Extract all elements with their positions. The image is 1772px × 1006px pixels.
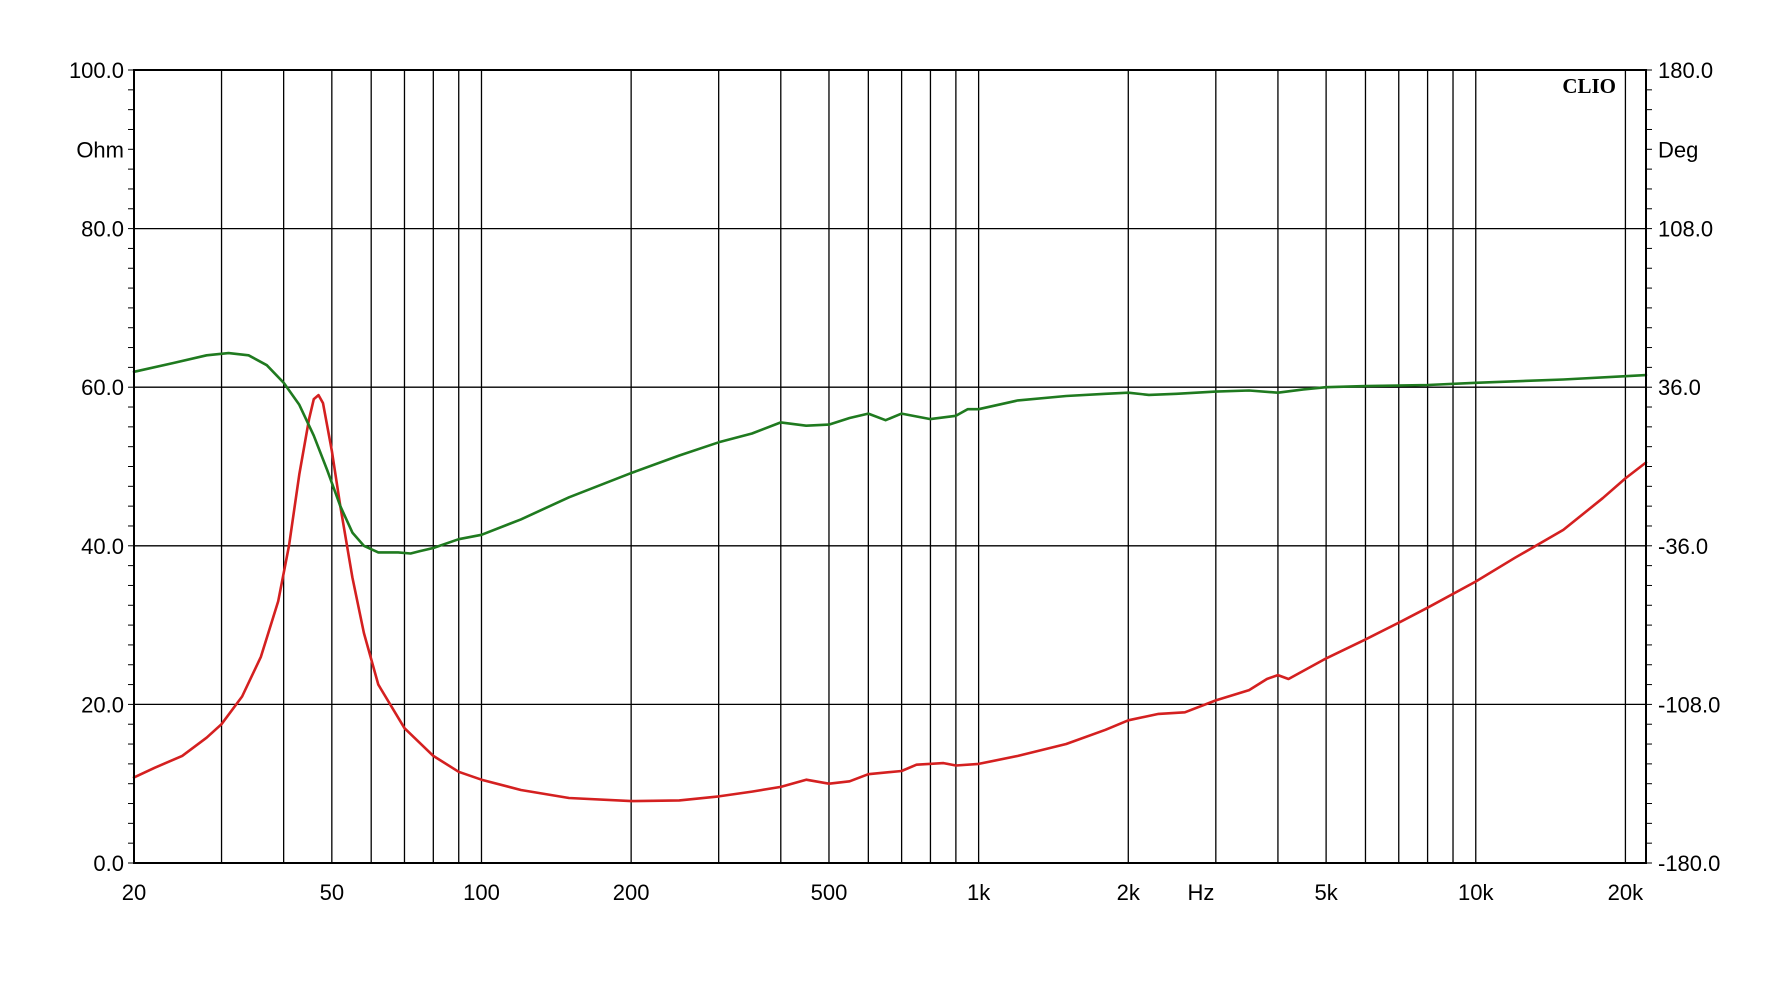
right-tick-label: -180.0 bbox=[1658, 851, 1720, 876]
left-tick-label: 60.0 bbox=[81, 375, 124, 400]
x-tick-label: 20k bbox=[1608, 880, 1644, 905]
y-right-unit-label: Deg bbox=[1658, 137, 1698, 162]
y-left-unit-label: Ohm bbox=[76, 137, 124, 162]
x-tick-label: 2k bbox=[1117, 880, 1141, 905]
right-tick-label: -108.0 bbox=[1658, 692, 1720, 717]
x-tick-label: 5k bbox=[1314, 880, 1338, 905]
impedance-curve bbox=[132, 393, 1648, 803]
clio-brand-label: CLIO bbox=[1562, 74, 1616, 98]
left-tick-label: 20.0 bbox=[81, 692, 124, 717]
right-tick-label: 36.0 bbox=[1658, 375, 1701, 400]
x-tick-label: 200 bbox=[613, 880, 650, 905]
x-unit-label: Hz bbox=[1187, 880, 1214, 905]
grid-layer bbox=[128, 69, 1652, 864]
left-tick-label: 0.0 bbox=[93, 851, 124, 876]
right-tick-label: -36.0 bbox=[1658, 534, 1708, 559]
series-layer bbox=[132, 351, 1648, 803]
right-tick-label: 108.0 bbox=[1658, 217, 1713, 242]
phase-curve bbox=[132, 351, 1648, 555]
x-tick-label: 50 bbox=[320, 880, 344, 905]
plot-frame bbox=[133, 69, 1647, 864]
left-tick-label: 100.0 bbox=[69, 58, 124, 83]
x-tick-label: 500 bbox=[811, 880, 848, 905]
x-tick-label: 100 bbox=[463, 880, 500, 905]
x-tick-label: 20 bbox=[122, 880, 146, 905]
label-layer: 0.0 20.0 40.0 60.0 80.0 100.0 -180.0 -108.0 -36.… bbox=[69, 58, 1720, 905]
x-tick-label: 10k bbox=[1458, 880, 1494, 905]
right-tick-label: 180.0 bbox=[1658, 58, 1713, 83]
x-tick-label: 1k bbox=[967, 880, 991, 905]
left-tick-label: 40.0 bbox=[81, 534, 124, 559]
left-tick-label: 80.0 bbox=[81, 217, 124, 242]
